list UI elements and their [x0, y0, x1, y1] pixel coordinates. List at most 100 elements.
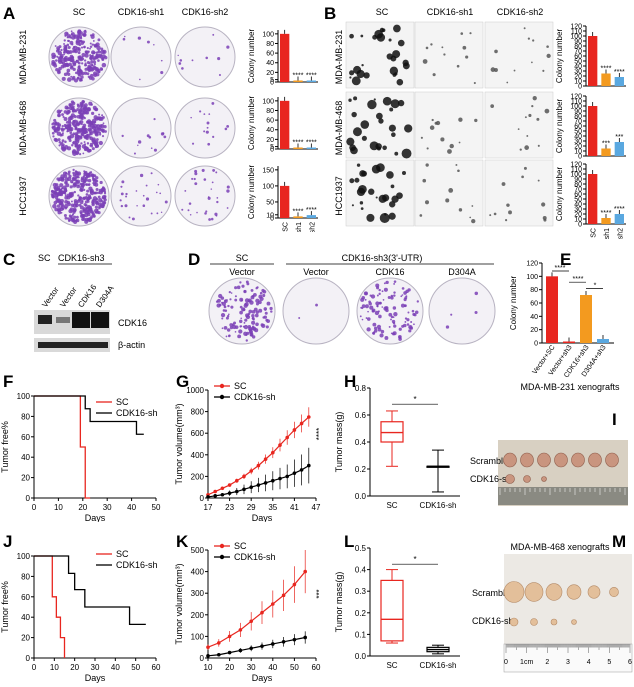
colony-dot [89, 42, 92, 45]
colony-dot [68, 138, 72, 142]
y-tick-label: 1000 [186, 386, 204, 395]
data-point [271, 642, 275, 646]
colony-dot [66, 32, 69, 35]
colony-dot [208, 218, 211, 221]
colony-dot [97, 59, 100, 62]
y-tick-label: 0 [578, 154, 582, 161]
colony-dot [72, 215, 77, 219]
colony-dot [83, 59, 87, 62]
bar [280, 100, 290, 149]
colony-dot [76, 134, 80, 138]
colony-dot [205, 210, 208, 213]
colony-dot [57, 200, 60, 203]
colony-dot [157, 183, 160, 186]
colony-dot [524, 116, 527, 119]
colony-dot [55, 183, 59, 187]
colony-dot [388, 212, 396, 220]
data-point [307, 415, 311, 419]
d-label-3: CDK16 [375, 267, 404, 277]
colony-dot [73, 45, 78, 50]
legend-marker [219, 554, 225, 560]
x-tick-label: SC [591, 228, 598, 238]
colony-dot [89, 57, 93, 61]
colony-dot [365, 317, 368, 319]
data-point [271, 602, 275, 606]
y-tick-label: 80 [574, 182, 582, 189]
colony-dot [253, 293, 257, 297]
colony-dot [401, 287, 405, 290]
colony-dot [53, 63, 58, 68]
colony-dot [400, 303, 405, 308]
colony-dot [53, 190, 56, 193]
x-tick-label: 0 [32, 503, 37, 512]
b-row-label-hcc: HCC1937 [334, 176, 344, 216]
colony-dot [474, 310, 478, 315]
colony-dot [240, 299, 243, 302]
colony-dot [67, 39, 70, 43]
colony-dot [524, 145, 529, 150]
b-col-sh1: CDK16-sh1 [427, 7, 474, 17]
colony-dot [380, 329, 385, 334]
colony-dot [84, 53, 89, 58]
colony-dot [397, 39, 405, 47]
colony-dot [61, 147, 66, 152]
colony-dot [137, 140, 142, 144]
colony-dot [61, 124, 64, 128]
colony-dot [150, 212, 153, 215]
colony-dot [98, 190, 103, 195]
colony-dot [210, 188, 213, 190]
colony-dot [445, 325, 450, 329]
colony-dot [72, 105, 75, 108]
colony-dot [79, 210, 83, 214]
y-tick-label: 80 [574, 44, 582, 51]
y-axis-label: Colony number [555, 99, 564, 154]
colony-dot [67, 219, 71, 222]
colony-dot [253, 318, 255, 321]
colony-dot [194, 172, 198, 176]
colony-dot [376, 305, 379, 308]
colony-dot [73, 78, 79, 83]
colony-dot [65, 126, 68, 130]
colony-dot [542, 216, 547, 220]
y-tick-label: 70 [574, 119, 582, 126]
colony-dot [469, 216, 472, 219]
colony-dot [400, 295, 403, 298]
panel-a: SC CDK16-sh1 CDK16-sh2 MDA-MB-231 MDA-MB… [18, 7, 318, 232]
colony-dot [73, 119, 78, 124]
tumor [537, 452, 551, 468]
c-band-label-actin: β-actin [118, 340, 145, 350]
colony-dot [99, 180, 103, 185]
colony-dot [523, 27, 526, 30]
colony-dot [153, 44, 155, 46]
colony-dot [212, 33, 215, 36]
ruler-label: 1cm [520, 659, 533, 666]
colony-dot [220, 301, 224, 304]
data-point [303, 569, 307, 574]
colony-dot [226, 328, 231, 332]
colony-dot [86, 66, 91, 71]
legend-label: CDK16-sh [116, 408, 158, 418]
culture-dish [110, 165, 172, 227]
colony-dot [69, 115, 73, 119]
colony-dot [98, 70, 101, 74]
colony-dot [97, 131, 100, 134]
colony-dot [254, 313, 259, 318]
colony-dot [241, 307, 246, 312]
colony-dot [84, 200, 89, 204]
colony-dot [373, 326, 378, 330]
y-tick-label: 0.4 [355, 566, 367, 575]
legend-label: SC [234, 541, 247, 551]
colony-dot [425, 163, 429, 167]
x-tick-label: sh1 [604, 228, 611, 239]
colony-dot [95, 187, 99, 192]
colony-dot [84, 110, 88, 115]
colony-dot [94, 132, 99, 137]
colony-dot [64, 216, 68, 220]
y-tick-label: 0 [26, 654, 31, 663]
colony-dot [61, 190, 65, 195]
colony-dot [66, 43, 70, 47]
colony-dot [64, 199, 68, 204]
y-tick-label: 150 [262, 167, 274, 174]
colony-dot [381, 306, 384, 308]
colony-dot [71, 35, 76, 40]
